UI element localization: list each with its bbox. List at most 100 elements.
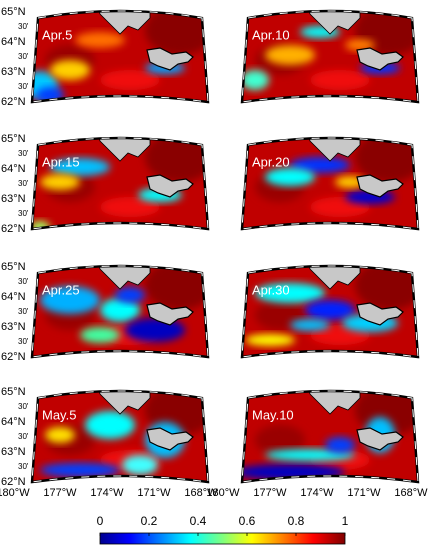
colorbar-tick-label: 1 [342, 514, 349, 528]
lat-label: 65°N [1, 6, 26, 18]
lat-label: 30' [18, 402, 29, 411]
land [305, 266, 361, 290]
colorbar-tick-label: 0 [97, 514, 104, 528]
ice-region [265, 168, 315, 186]
lat-label: 64°N [1, 163, 26, 175]
panel-label: May.5 [42, 407, 76, 422]
land [305, 391, 361, 415]
map-frame [30, 264, 210, 359]
ice-region [40, 174, 80, 190]
map-panel: Apr.10 [240, 9, 420, 104]
ice-region [122, 455, 158, 475]
ice-region [290, 319, 330, 331]
ice-region [40, 286, 100, 314]
lat-label: 62°N [1, 96, 26, 108]
ice-region [245, 334, 295, 346]
lon-label: 168°W [394, 487, 428, 499]
map-field [242, 266, 418, 357]
panel-label: Apr.25 [42, 282, 80, 297]
red-region [100, 197, 160, 217]
lat-label: 65°N [1, 386, 26, 398]
island [146, 47, 194, 71]
island [356, 174, 404, 198]
map-frame [30, 9, 210, 104]
map-frame [240, 9, 420, 104]
lon-label: 177°W [43, 487, 77, 499]
map-panel: Apr.30 [240, 264, 420, 359]
lat-label: 30' [18, 277, 29, 286]
land [95, 391, 151, 415]
map-frame [240, 389, 420, 484]
lat-label: 64°N [1, 291, 26, 303]
ice-region [50, 158, 110, 176]
island [356, 47, 404, 71]
map-field [242, 11, 418, 102]
map-frame [30, 389, 210, 484]
land [305, 138, 361, 162]
island [146, 174, 194, 198]
lon-label: 171°W [137, 487, 171, 499]
colorbar-tick-label: 0.6 [239, 514, 256, 528]
lat-label: 62°N [1, 351, 26, 363]
lat-label: 64°N [1, 36, 26, 48]
lat-label: 30' [18, 337, 29, 346]
map-panel: Apr.20 [240, 136, 420, 231]
dark-region [255, 425, 305, 455]
lat-label: 65°N [1, 133, 26, 145]
ice-region [325, 437, 355, 453]
colorbar-tick-label: 0.8 [288, 514, 305, 528]
map-panel: Apr.25 65°N 30' 64°N 30' 63°N 30' 62°N [1, 261, 210, 363]
lat-label: 64°N [1, 416, 26, 428]
lat-label: 63°N [1, 321, 26, 333]
lat-label: 30' [18, 462, 29, 471]
land [305, 11, 361, 35]
map-field [32, 266, 208, 357]
lat-label: 30' [18, 209, 29, 218]
ice-region [290, 157, 350, 173]
map-panel: Apr.5 65°N 30' 64°N 30' 63°N 30' 62°N [1, 6, 210, 108]
lat-label: 30' [18, 179, 29, 188]
colorbar-tick-label: 0.4 [190, 514, 207, 528]
map-frame [240, 264, 420, 359]
island [356, 302, 404, 326]
lat-label: 63°N [1, 193, 26, 205]
lon-label: 168°W [184, 487, 218, 499]
panel-label: Apr.5 [42, 27, 72, 42]
lat-label: 30' [18, 307, 29, 316]
lon-label: 177°W [253, 487, 287, 499]
ice-region [242, 70, 269, 90]
ice-region [75, 32, 125, 48]
red-region [100, 70, 160, 90]
lat-label: 65°N [1, 261, 26, 273]
lat-label: 30' [18, 432, 29, 441]
panel-label: Apr.30 [252, 282, 290, 297]
map-panel: May.5 65°N 30' 64°N 30' 63°N 30' 62°N [1, 386, 210, 488]
land [95, 11, 151, 35]
colorbar [99, 532, 346, 545]
lat-label: 62°N [1, 223, 26, 235]
island [146, 427, 194, 451]
lon-label: 174°W [90, 487, 124, 499]
map-panel: Apr.15 65°N 30' 64°N 30' 63°N 30' 62°N [1, 133, 210, 235]
ice-region [305, 300, 355, 320]
map-frame [240, 136, 420, 231]
lat-label: 30' [18, 52, 29, 61]
ice-region [125, 318, 185, 342]
lat-label: 62°N [1, 476, 26, 488]
panel-label: Apr.20 [252, 154, 290, 169]
island [146, 302, 194, 326]
lat-label: 63°N [1, 446, 26, 458]
lon-label: 180°W [0, 487, 30, 499]
panel-label: Apr.15 [42, 154, 80, 169]
ice-region [255, 283, 325, 303]
panel-label: Apr.10 [252, 27, 290, 42]
ice-region [115, 287, 145, 303]
lat-label: 30' [18, 82, 29, 91]
lon-label: 171°W [347, 487, 381, 499]
ice-region [100, 298, 140, 322]
ice-region [80, 327, 120, 343]
map-field [32, 391, 208, 482]
lat-label: 63°N [1, 66, 26, 78]
panel-label: May.10 [252, 407, 294, 422]
